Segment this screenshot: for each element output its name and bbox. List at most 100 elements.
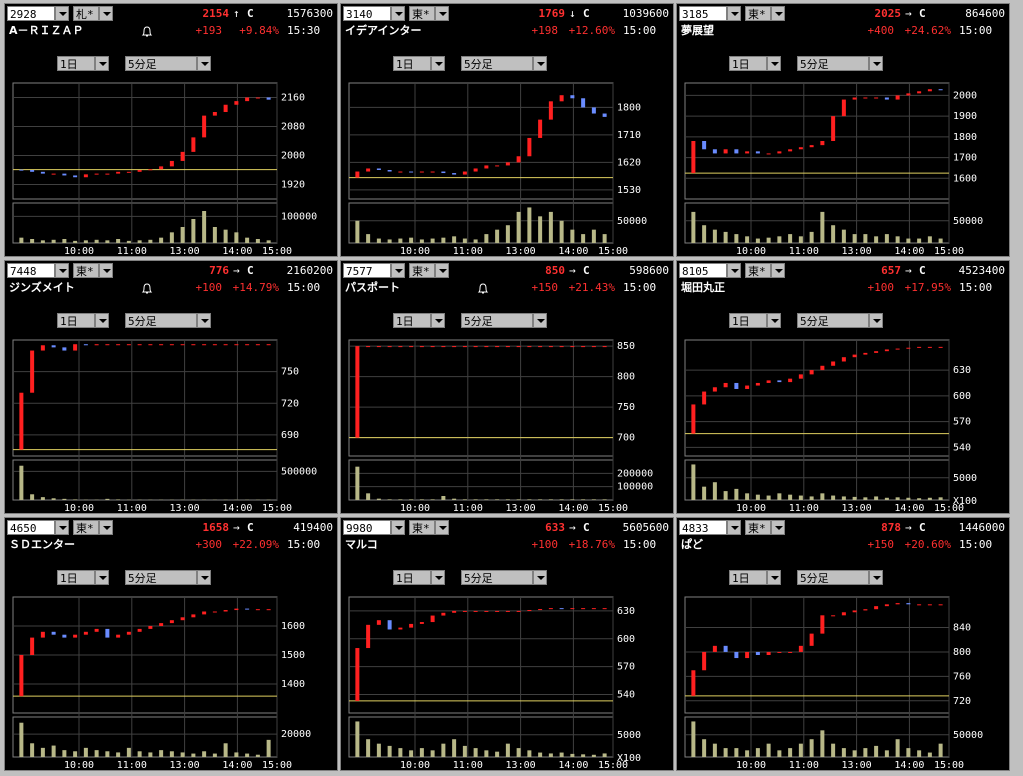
interval-dropdown[interactable] <box>869 56 883 71</box>
interval-dropdown[interactable] <box>533 56 547 71</box>
interval-select[interactable]: 5分足 <box>125 313 197 328</box>
code-input[interactable]: 4650 <box>7 520 55 535</box>
code-input[interactable]: 3140 <box>343 6 391 21</box>
exchange-dropdown[interactable] <box>771 6 785 21</box>
candle <box>452 346 457 348</box>
exchange-select[interactable]: 東* <box>745 6 771 21</box>
stock-panel: 4833 東* 878 → C 1446000 ぱど +150 +20.60% 15:00 1日 5分… <box>676 517 1010 771</box>
interval-dropdown[interactable] <box>533 313 547 328</box>
exchange-select[interactable]: 東* <box>73 263 99 278</box>
interval-select[interactable]: 5分足 <box>797 313 869 328</box>
span-select[interactable]: 1日 <box>57 570 95 585</box>
interval-select[interactable]: 5分足 <box>125 570 197 585</box>
code-dropdown[interactable] <box>727 520 741 535</box>
exchange-select[interactable]: 東* <box>409 263 435 278</box>
code-dropdown[interactable] <box>727 6 741 21</box>
span-dropdown[interactable] <box>431 570 445 585</box>
interval-dropdown[interactable] <box>869 570 883 585</box>
volume-bar <box>19 722 24 757</box>
volume-bar <box>884 497 889 500</box>
interval-select[interactable]: 5分足 <box>125 56 197 71</box>
code-input[interactable]: 8105 <box>679 263 727 278</box>
candle <box>441 171 446 174</box>
interval-select[interactable]: 5分足 <box>461 56 533 71</box>
code-dropdown[interactable] <box>55 520 69 535</box>
code-input[interactable]: 7577 <box>343 263 391 278</box>
exchange-select[interactable]: 東* <box>409 520 435 535</box>
exchange-dropdown[interactable] <box>99 263 113 278</box>
candle <box>831 615 836 617</box>
span-select[interactable]: 1日 <box>729 570 767 585</box>
code-input[interactable]: 9980 <box>343 520 391 535</box>
code-dropdown[interactable] <box>727 263 741 278</box>
span-select[interactable]: 1日 <box>729 313 767 328</box>
volume-bar <box>895 236 900 243</box>
exchange-select[interactable]: 東* <box>745 263 771 278</box>
volume-bar <box>927 752 932 757</box>
price: 776 <box>209 264 229 277</box>
exchange-dropdown[interactable] <box>435 520 449 535</box>
interval-dropdown[interactable] <box>197 56 211 71</box>
candle <box>94 173 99 175</box>
span-select[interactable]: 1日 <box>393 313 431 328</box>
exchange-dropdown[interactable] <box>435 6 449 21</box>
interval-select[interactable]: 5分足 <box>797 570 869 585</box>
code-dropdown[interactable] <box>55 6 69 21</box>
code-input[interactable]: 4833 <box>679 520 727 535</box>
interval-select[interactable]: 5分足 <box>461 570 533 585</box>
code-input[interactable]: 2928 <box>7 6 55 21</box>
candle <box>83 174 88 178</box>
arrow: → <box>569 521 576 534</box>
exchange-dropdown[interactable] <box>771 263 785 278</box>
candle <box>223 610 228 612</box>
volume-bar <box>202 751 207 757</box>
span-select[interactable]: 1日 <box>729 56 767 71</box>
span-dropdown[interactable] <box>767 570 781 585</box>
span-dropdown[interactable] <box>95 570 109 585</box>
chart: 10:00 11:00 13:00 14:00 15:00 700 750 800 850 100… <box>348 339 653 513</box>
code-dropdown[interactable] <box>391 520 405 535</box>
code-input[interactable]: 7448 <box>7 263 55 278</box>
interval-dropdown[interactable] <box>869 313 883 328</box>
interval-dropdown[interactable] <box>197 570 211 585</box>
volume-bar <box>223 743 228 757</box>
span-dropdown[interactable] <box>767 56 781 71</box>
span-select[interactable]: 1日 <box>57 313 95 328</box>
code-dropdown[interactable] <box>391 6 405 21</box>
span-dropdown[interactable] <box>431 56 445 71</box>
exchange-select[interactable]: 東* <box>409 6 435 21</box>
span-dropdown[interactable] <box>95 313 109 328</box>
volume-bar <box>409 499 414 500</box>
volume-bar <box>495 751 500 757</box>
exchange-dropdown[interactable] <box>99 6 113 21</box>
exchange-dropdown[interactable] <box>99 520 113 535</box>
exchange-dropdown[interactable] <box>435 263 449 278</box>
candle <box>917 604 922 606</box>
exchange-dropdown[interactable] <box>771 520 785 535</box>
volume-tick-label: 500000 <box>281 466 317 477</box>
volume-bar <box>30 743 35 757</box>
interval-dropdown[interactable] <box>197 313 211 328</box>
span-dropdown[interactable] <box>431 313 445 328</box>
exchange-select[interactable]: 東* <box>73 520 99 535</box>
code-input[interactable]: 3185 <box>679 6 727 21</box>
volume-bar <box>430 238 435 243</box>
interval-select[interactable]: 5分足 <box>797 56 869 71</box>
chart: 10:00 11:00 13:00 14:00 15:00 690 720 750 500000 <box>12 339 317 513</box>
span-dropdown[interactable] <box>95 56 109 71</box>
volume-bar <box>895 739 900 757</box>
interval-select[interactable]: 5分足 <box>461 313 533 328</box>
span-select[interactable]: 1日 <box>393 570 431 585</box>
code-dropdown[interactable] <box>391 263 405 278</box>
volume-bar <box>516 499 521 500</box>
interval-dropdown[interactable] <box>533 570 547 585</box>
exchange-select[interactable]: 東* <box>745 520 771 535</box>
volume-bar <box>538 499 543 500</box>
span-dropdown[interactable] <box>767 313 781 328</box>
exchange-select[interactable]: 札* <box>73 6 99 21</box>
span-select[interactable]: 1日 <box>393 56 431 71</box>
code-dropdown[interactable] <box>55 263 69 278</box>
candle <box>927 346 932 348</box>
candle <box>462 610 467 612</box>
span-select[interactable]: 1日 <box>57 56 95 71</box>
